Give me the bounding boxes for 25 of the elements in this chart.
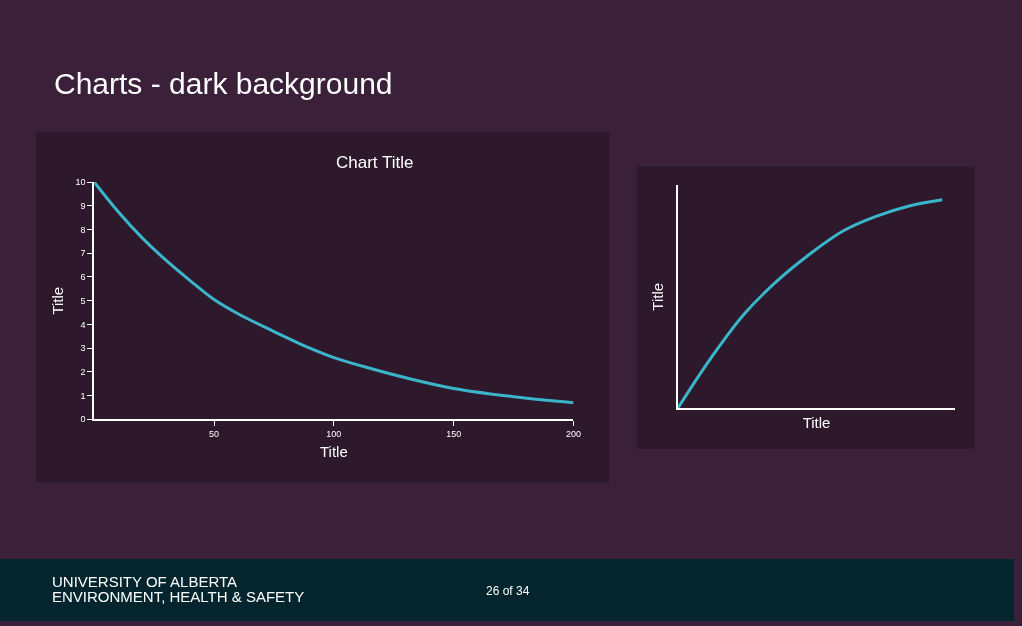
line-series [94,182,574,405]
x-tick-label: 200 [565,429,581,440]
y-tick-label: 9 [80,200,86,211]
y-axis-title: Title [649,282,667,311]
y-tick-label: 1 [80,390,86,401]
y-tick-label: 8 [80,224,86,235]
y-tick-label: 5 [80,295,86,306]
y-tick-label: 2 [80,366,86,377]
x-tick-label: 50 [209,429,220,440]
text: ENVIRONMENT, HEALTH & SAFETY [52,588,305,605]
text: UNIVERSITY OF ALBERTA [52,573,238,590]
y-tick-label: 6 [80,272,86,283]
x-tick-label: 100 [326,429,342,440]
text: Charts - dark background [54,67,393,100]
x-axis-title: Title [319,442,348,460]
y-tick-label: 7 [80,248,86,259]
text: 26 of 34 [486,584,530,598]
y-tick-label: 10 [75,177,86,188]
y-tick-label: 4 [80,319,86,330]
x-tick-label: 150 [446,429,462,440]
y-axis-title: Title [49,286,67,315]
x-axis-title: Title [802,413,831,431]
chart-title: Chart Title [336,153,414,172]
y-tick-label: 3 [80,343,86,354]
y-tick-label: 0 [80,414,86,425]
